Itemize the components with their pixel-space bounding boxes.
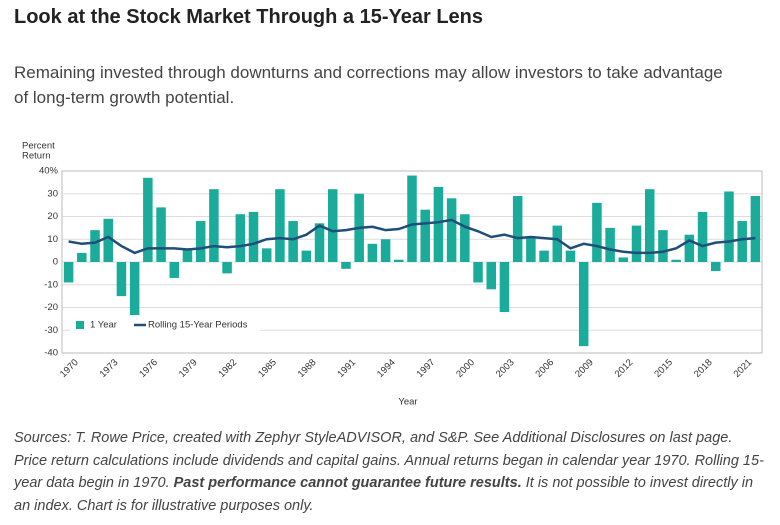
x-tick-label: 2021 [732, 357, 755, 380]
x-tick-label: 1979 [177, 357, 200, 380]
footnote: Sources: T. Rowe Price, created with Zep… [14, 427, 766, 517]
bar [552, 225, 563, 262]
x-tick-label: 2012 [613, 357, 636, 380]
x-tick-label: 2018 [692, 357, 715, 380]
bar [420, 209, 430, 262]
y-tick-label: 40% [39, 166, 59, 177]
x-tick-label: 1997 [415, 357, 438, 380]
footnote-text: It is not possible to invest directly in… [14, 475, 754, 514]
bar [446, 198, 457, 262]
bar [644, 189, 655, 262]
footnote-text: Sources: T. Rowe Price, created with Zep… [14, 430, 764, 491]
bar [737, 221, 747, 262]
y-tick-label: 0 [53, 257, 58, 268]
bar [367, 243, 378, 262]
y-tick-label: 30 [47, 188, 58, 199]
bar [578, 262, 589, 347]
bar [222, 262, 232, 274]
legend-swatch [76, 321, 84, 329]
bar [301, 250, 312, 262]
x-tick-label: 1991 [335, 357, 358, 380]
x-tick-label: 1982 [216, 357, 239, 380]
bar [407, 175, 417, 262]
bar [77, 252, 87, 262]
bar [195, 221, 206, 262]
bar [433, 186, 444, 262]
x-tick-label: 2003 [494, 357, 517, 380]
bar [631, 225, 642, 262]
bar [380, 239, 391, 262]
bar [697, 211, 708, 262]
plot-frame [61, 170, 763, 354]
bar [394, 259, 404, 262]
y-tick-label: 20 [47, 211, 58, 222]
legend-box [70, 315, 260, 335]
bar [328, 189, 338, 262]
bar [486, 262, 496, 290]
subtitle: Remaining invested through downturns and… [14, 63, 723, 107]
bar [248, 211, 259, 262]
bar [539, 250, 549, 262]
bar [618, 257, 629, 262]
bar [90, 230, 100, 262]
x-tick-label: 1973 [98, 357, 121, 380]
bar [658, 230, 668, 262]
bar [499, 262, 510, 313]
bar [473, 262, 483, 283]
bar [314, 223, 325, 262]
y-tick-label: -40 [44, 348, 58, 359]
y-axis-label: Return [22, 151, 51, 162]
y-tick-label: -30 [44, 325, 58, 336]
bar [275, 189, 285, 262]
bar [605, 227, 615, 262]
bar [116, 262, 127, 297]
bar [143, 177, 153, 262]
bar [512, 196, 523, 262]
bar [156, 207, 166, 262]
bar [750, 196, 761, 262]
bar [288, 221, 298, 262]
bar [724, 191, 734, 262]
title: Look at the Stock Market Through a 15-Ye… [14, 6, 484, 28]
x-tick-label: 2000 [454, 357, 477, 380]
bar [103, 218, 113, 262]
y-tick-label: 10 [47, 234, 58, 245]
legend-label: 1 Year [90, 320, 117, 331]
bar [63, 262, 74, 283]
bar [684, 234, 695, 262]
bar [341, 262, 351, 269]
bar [460, 214, 470, 262]
x-tick-label: 1976 [137, 357, 160, 380]
bar [711, 262, 721, 272]
y-tick-label: -10 [44, 279, 58, 290]
x-tick-label: 1994 [375, 357, 398, 380]
bar [182, 248, 193, 262]
bar [169, 262, 180, 278]
bar [129, 262, 140, 322]
y-axis-label: Percent [22, 141, 55, 152]
x-tick-label: 2009 [573, 357, 596, 380]
bar [592, 202, 602, 262]
bar [526, 236, 536, 262]
x-tick-label: 2015 [652, 357, 675, 380]
bar [671, 259, 681, 262]
bar [261, 248, 272, 262]
x-tick-label: 1985 [256, 357, 279, 380]
legend-label: Rolling 15-Year Periods [148, 320, 248, 331]
bar [209, 189, 219, 262]
x-tick-label: 1988 [296, 357, 319, 380]
x-tick-label: 2006 [533, 357, 556, 380]
footnote-bold: Past performance cannot guarantee future… [173, 475, 522, 491]
x-axis-label: Year [398, 397, 417, 408]
bar [565, 250, 576, 262]
y-tick-label: -20 [44, 302, 58, 313]
x-tick-label: 1970 [58, 357, 81, 380]
bar [235, 214, 246, 262]
line [68, 218, 756, 255]
